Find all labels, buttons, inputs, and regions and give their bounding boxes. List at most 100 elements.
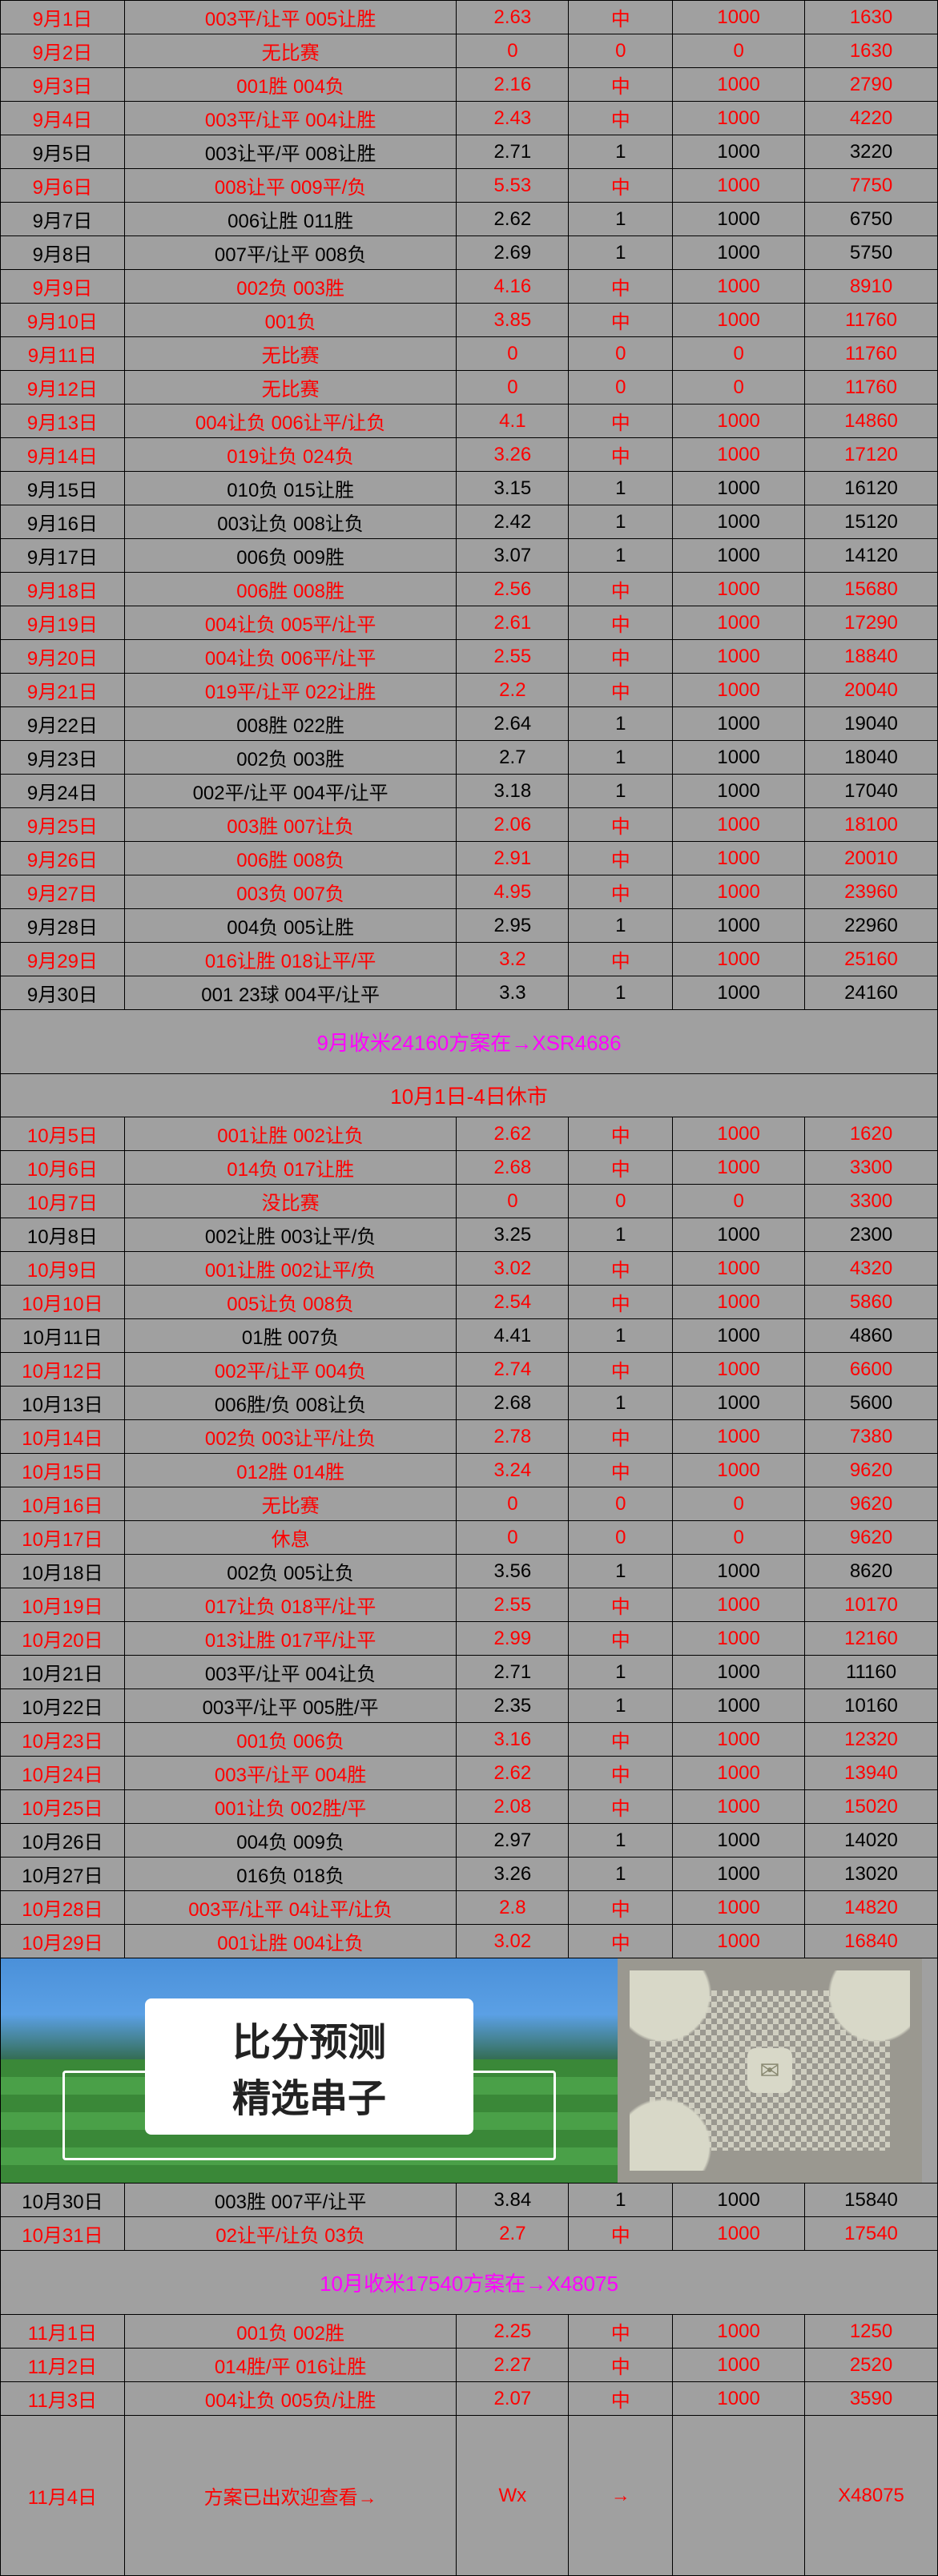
table-row: 10月8日 002让胜 003让平/负 3.25 1 1000 2300 — [1, 1218, 938, 1252]
cell-odds: 2.62 — [457, 1757, 569, 1790]
cell-odds: 2.56 — [457, 573, 569, 606]
cell-bet: 1000 — [673, 674, 805, 707]
cell-bet: 1000 — [673, 1622, 805, 1656]
cell-date: 10月13日 — [1, 1387, 125, 1420]
cell-pick: 休息 — [124, 1521, 457, 1555]
cell-total: 5750 — [805, 236, 938, 270]
cell-total: 8620 — [805, 1555, 938, 1588]
cell-date: 9月20日 — [1, 640, 125, 674]
cell-odds: 3.56 — [457, 1555, 569, 1588]
cell-odds: 2.69 — [457, 236, 569, 270]
cell-bet: 0 — [673, 1185, 805, 1218]
cell-pick: 003让平/平 008让胜 — [124, 135, 457, 169]
table-row: 9月18日 006胜 008胜 2.56 中 1000 15680 — [1, 573, 938, 606]
cell-result: 1 — [569, 539, 673, 573]
cell-result: 1 — [569, 1689, 673, 1723]
table-row: 9月9日 002负 003胜 4.16 中 1000 8910 — [1, 270, 938, 304]
table-row: 11月2日 014胜/平 016让胜 2.27 中 1000 2520 — [1, 2349, 938, 2382]
cell-odds: 2.71 — [457, 135, 569, 169]
cell-total: 9620 — [805, 1487, 938, 1521]
cell-date: 10月11日 — [1, 1319, 125, 1353]
cell-pick: 02让平/让负 03负 — [124, 2217, 457, 2251]
cell-bet: 1000 — [673, 1858, 805, 1891]
cell-bet: 1000 — [673, 1656, 805, 1689]
cell-pick: 001让负 002胜/平 — [124, 1790, 457, 1824]
cell-bet: 1000 — [673, 472, 805, 505]
table-row: 9月29日 016让胜 018让平/平 3.2 中 1000 25160 — [1, 943, 938, 976]
cell-date: 10月17日 — [1, 1521, 125, 1555]
cell-pick: 003平/让平 04让平/让负 — [124, 1891, 457, 1925]
cell-result: 1 — [569, 909, 673, 943]
cell-total: 4860 — [805, 1319, 938, 1353]
cell-pick: 006让胜 011胜 — [124, 203, 457, 236]
cell-total: 25160 — [805, 943, 938, 976]
cell-result: 1 — [569, 1555, 673, 1588]
cell-odds: 2.54 — [457, 1286, 569, 1319]
cell-bet: 1000 — [673, 573, 805, 606]
cell-bet: 1000 — [673, 808, 805, 842]
cell-odds: 2.68 — [457, 1151, 569, 1185]
cell-date: 9月28日 — [1, 909, 125, 943]
cell-odds: 2.64 — [457, 707, 569, 741]
cell-date: 9月6日 — [1, 169, 125, 203]
cell-bet: 0 — [673, 337, 805, 371]
cell-bet: 1000 — [673, 640, 805, 674]
cell-pick: 004让负 005平/让平 — [124, 606, 457, 640]
cell-date: 10月6日 — [1, 1151, 125, 1185]
cell-odds: 2.07 — [457, 2382, 569, 2416]
table-row: 9月28日 004负 005让胜 2.95 1 1000 22960 — [1, 909, 938, 943]
cell-total: 20010 — [805, 842, 938, 875]
cell-date: 10月7日 — [1, 1185, 125, 1218]
table-row: 10月25日 001让负 002胜/平 2.08 中 1000 15020 — [1, 1790, 938, 1824]
cell-date: 10月18日 — [1, 1555, 125, 1588]
cell-date: 11月3日 — [1, 2382, 125, 2416]
cell-odds: 2.42 — [457, 505, 569, 539]
cell-pick: 004让负 005负/让胜 — [124, 2382, 457, 2416]
cell-total: 6600 — [805, 1353, 938, 1387]
cell-date: 9月24日 — [1, 775, 125, 808]
table-row: 10月27日 016负 018负 3.26 1 1000 13020 — [1, 1858, 938, 1891]
cell-date: 10月10日 — [1, 1286, 125, 1319]
table-row: 9月11日 无比赛 0 0 0 11760 — [1, 337, 938, 371]
table-row: 10月16日 无比赛 0 0 0 9620 — [1, 1487, 938, 1521]
cell-pick: 004让负 006让平/让负 — [124, 405, 457, 438]
sept-summary-banner: 9月收米24160方案在→XSR4686 — [1, 1010, 938, 1074]
cell-odds: 2.55 — [457, 640, 569, 674]
table-row: 9月26日 006胜 008负 2.91 中 1000 20010 — [1, 842, 938, 875]
cell-result: 0 — [569, 371, 673, 405]
cell-total: 2790 — [805, 68, 938, 102]
cell-total: 11760 — [805, 371, 938, 405]
table-row: 9月30日 001 23球 004平/让平 3.3 1 1000 24160 — [1, 976, 938, 1010]
cell-pick: 010负 015让胜 — [124, 472, 457, 505]
cell-date: 9月9日 — [1, 270, 125, 304]
cell-total: 17120 — [805, 438, 938, 472]
cell-pick: 003负 007负 — [124, 875, 457, 909]
cell-total: 15020 — [805, 1790, 938, 1824]
cell-result: 1 — [569, 707, 673, 741]
cell-result: 中 — [569, 2217, 673, 2251]
cell-result: 1 — [569, 135, 673, 169]
cell-result: 中 — [569, 1925, 673, 1958]
table-row: 9月20日 004让负 006平/让平 2.55 中 1000 18840 — [1, 640, 938, 674]
table-row: 9月12日 无比赛 0 0 0 11760 — [1, 371, 938, 405]
cell-bet: 1000 — [673, 1891, 805, 1925]
cell-date: 11月2日 — [1, 2349, 125, 2382]
cell-result: 中 — [569, 1420, 673, 1454]
cell-bet: 1000 — [673, 203, 805, 236]
cell-odds: 0 — [457, 1185, 569, 1218]
cell-total: 2300 — [805, 1218, 938, 1252]
cell-bet: 1000 — [673, 169, 805, 203]
cell-result: 中 — [569, 1117, 673, 1151]
cell-pick: 003胜 007平/让平 — [124, 2184, 457, 2217]
cell-total: 18100 — [805, 808, 938, 842]
oct-summary-banner: 10月收米17540方案在→X48075 — [1, 2251, 938, 2315]
cell-bet: 1000 — [673, 1, 805, 34]
cell-result: 1 — [569, 1656, 673, 1689]
cell-bet: 1000 — [673, 135, 805, 169]
cell-bet: 1000 — [673, 1387, 805, 1420]
table-row: 9月3日 001胜 004负 2.16 中 1000 2790 — [1, 68, 938, 102]
cell-pick: 002负 003胜 — [124, 741, 457, 775]
cell-result: 1 — [569, 472, 673, 505]
cell-result: 中 — [569, 304, 673, 337]
cell-date: 10月25日 — [1, 1790, 125, 1824]
